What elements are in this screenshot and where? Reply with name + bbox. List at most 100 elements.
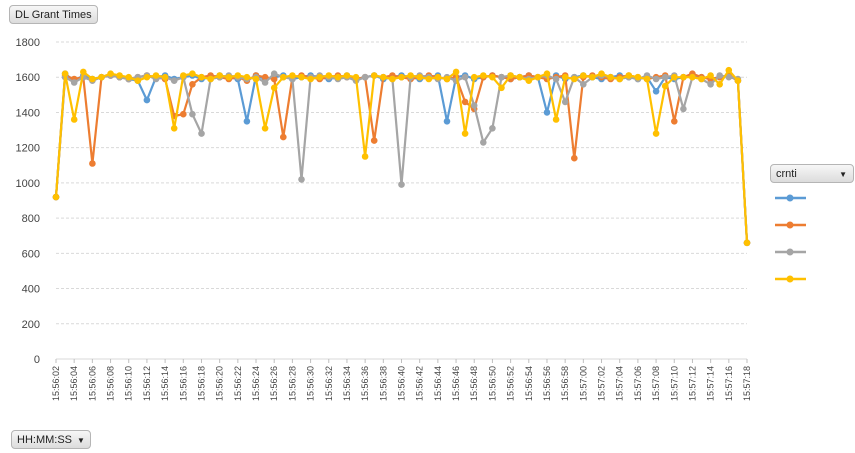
y-tick-label: 400 <box>22 284 40 296</box>
x-tick-label: 15:57:06 <box>633 366 643 401</box>
data-point <box>189 81 196 88</box>
data-point <box>170 77 178 84</box>
x-tick-label: 15:57:04 <box>615 366 625 401</box>
x-tick-label: 15:56:20 <box>215 366 225 401</box>
data-point <box>416 73 424 81</box>
data-point <box>725 66 733 74</box>
legend-field-button[interactable]: crnti ▼ <box>770 164 854 183</box>
data-point <box>98 73 105 81</box>
x-tick-label: 15:57:12 <box>687 366 697 401</box>
x-tick-label: 15:57:16 <box>724 366 734 401</box>
data-point <box>189 70 196 77</box>
data-point <box>361 153 369 160</box>
data-point <box>470 73 478 81</box>
data-point <box>661 82 669 90</box>
legend-swatch-marker <box>786 248 794 256</box>
x-tick-label: 15:56:14 <box>160 366 170 401</box>
x-tick-label: 15:56:04 <box>69 366 79 401</box>
data-point <box>716 72 723 79</box>
data-point <box>52 193 60 201</box>
data-point <box>316 73 324 81</box>
data-point <box>161 73 169 81</box>
x-tick-label: 15:56:12 <box>142 366 152 401</box>
chart-title-button[interactable]: DL Grant Times <box>9 5 98 24</box>
data-point <box>552 116 560 123</box>
y-tick-label: 200 <box>22 319 40 331</box>
data-point <box>270 70 278 77</box>
data-point <box>80 68 87 76</box>
data-point <box>425 75 433 83</box>
series-line <box>54 72 749 243</box>
data-point <box>143 73 151 81</box>
x-tick-label: 15:56:28 <box>287 366 297 401</box>
data-point <box>652 75 660 83</box>
data-point <box>571 75 578 83</box>
data-point <box>398 73 405 81</box>
data-point <box>134 77 142 84</box>
data-point <box>152 72 160 79</box>
x-tick-label: 15:56:46 <box>451 366 461 401</box>
x-tick-label: 15:56:10 <box>124 366 134 401</box>
data-point <box>561 73 569 81</box>
x-tick-label: 15:56:30 <box>306 366 316 401</box>
data-point <box>307 75 314 83</box>
data-point <box>107 70 114 77</box>
data-point <box>361 73 369 81</box>
data-point <box>525 77 533 84</box>
data-point <box>370 72 378 79</box>
y-tick-label: 1400 <box>16 107 40 119</box>
data-point <box>89 75 96 83</box>
data-point <box>561 98 569 106</box>
data-point <box>661 73 669 81</box>
data-point <box>389 75 396 83</box>
y-axis-tick-labels: 0 200 400 600 800 1000 1200 1400 1600 1800 <box>16 37 40 366</box>
data-point <box>234 72 242 79</box>
data-point <box>216 72 223 79</box>
data-point <box>671 118 678 125</box>
data-point <box>434 73 442 81</box>
data-point <box>116 72 123 79</box>
data-point <box>461 130 469 137</box>
data-point <box>125 73 132 81</box>
data-point <box>543 109 551 116</box>
data-point <box>489 125 496 132</box>
y-tick-label: 800 <box>22 213 40 225</box>
grid-lines <box>55 41 748 363</box>
data-point <box>580 72 587 79</box>
data-point <box>698 75 705 83</box>
data-point <box>252 75 260 83</box>
axis-field-label: HH:MM:SS <box>17 434 72 446</box>
legend-swatch-marker <box>786 194 794 202</box>
data-point <box>552 75 560 83</box>
data-point <box>407 72 414 79</box>
data-point <box>243 118 251 125</box>
data-point <box>743 239 751 247</box>
x-tick-label: 15:56:36 <box>360 366 370 401</box>
data-point <box>170 125 178 132</box>
data-point <box>89 160 96 167</box>
x-tick-label: 15:57:14 <box>706 366 716 401</box>
data-point <box>480 139 487 146</box>
y-tick-label: 600 <box>22 248 40 260</box>
data-point <box>180 72 187 79</box>
data-point <box>643 75 651 83</box>
data-point <box>207 75 214 83</box>
data-point <box>270 75 278 83</box>
data-point <box>270 84 278 92</box>
data-point <box>443 118 451 125</box>
data-point <box>689 73 696 81</box>
data-point <box>461 73 469 81</box>
series-3 <box>52 70 751 247</box>
data-point <box>580 81 587 88</box>
x-axis-tick-labels: 15:56:02 15:56:04 15:56:06 15:56:08 15:56:10… <box>51 366 752 401</box>
data-point <box>589 73 596 81</box>
data-point <box>280 73 287 81</box>
x-tick-label: 15:56:54 <box>524 366 534 401</box>
data-point <box>70 79 78 86</box>
data-point <box>607 73 614 81</box>
data-point <box>243 73 251 81</box>
data-point <box>198 130 205 137</box>
axis-field-button[interactable]: HH:MM:SS ▼ <box>11 430 91 449</box>
x-tick-label: 15:57:08 <box>651 366 661 401</box>
x-tick-label: 15:56:42 <box>415 366 425 401</box>
